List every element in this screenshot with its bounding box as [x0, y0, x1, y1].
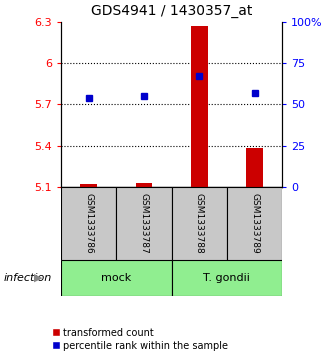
Bar [246, 148, 263, 187]
Text: T. gondii: T. gondii [203, 273, 250, 283]
Text: infection: infection [3, 273, 51, 283]
Bar [191, 26, 208, 187]
Text: GSM1333786: GSM1333786 [84, 193, 93, 254]
Text: GSM1333789: GSM1333789 [250, 193, 259, 254]
Bar [227, 187, 282, 260]
Title: GDS4941 / 1430357_at: GDS4941 / 1430357_at [91, 4, 252, 18]
Bar [61, 187, 116, 260]
Bar [61, 260, 172, 296]
Bar [172, 260, 282, 296]
Text: GSM1333787: GSM1333787 [140, 193, 148, 254]
Text: mock: mock [101, 273, 131, 283]
Bar [116, 187, 172, 260]
Text: ▶: ▶ [34, 273, 42, 283]
Bar [172, 187, 227, 260]
Bar [136, 183, 152, 187]
Bar [81, 184, 97, 187]
Legend: transformed count, percentile rank within the sample: transformed count, percentile rank withi… [48, 324, 232, 355]
Text: GSM1333788: GSM1333788 [195, 193, 204, 254]
